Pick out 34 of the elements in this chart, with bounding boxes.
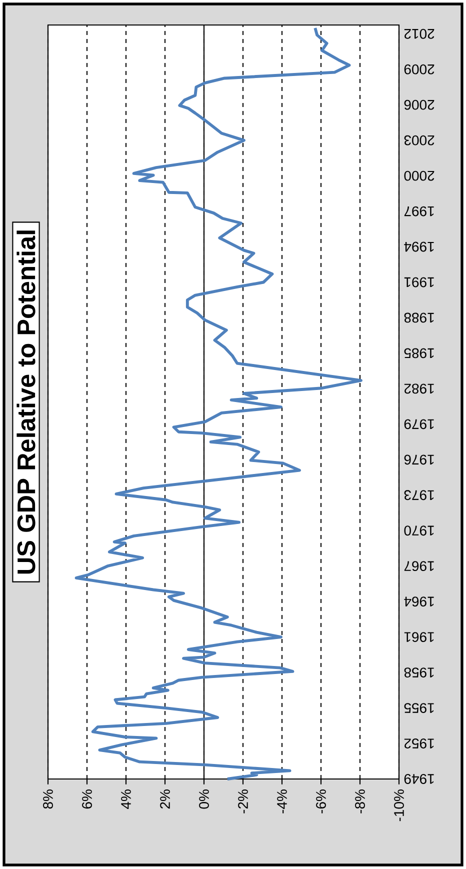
x-tick-label: -4% <box>277 790 287 814</box>
y-tick-label: 1988 <box>404 312 434 323</box>
y-tick-label: 1964 <box>404 596 434 607</box>
y-tick-label: 1952 <box>404 738 434 748</box>
y-tick-label: 1970 <box>404 526 434 536</box>
y-tick-label: 1958 <box>404 668 434 678</box>
y-tick-label: 2012 <box>404 28 434 39</box>
y-tick-label: 2000 <box>404 170 434 181</box>
y-tick-label: 1982 <box>404 384 434 394</box>
x-tick-label: -8% <box>355 790 365 814</box>
x-tick-label: 8% <box>43 790 53 809</box>
x-tick-label: 6% <box>82 790 92 809</box>
y-tick-label: 1973 <box>404 490 434 500</box>
y-tick-label: 1979 <box>404 419 434 430</box>
y-tick-label: 1991 <box>404 277 434 288</box>
line-series <box>74 26 362 780</box>
x-tick-label: -2% <box>238 790 248 814</box>
y-tick-label: 2003 <box>404 135 434 146</box>
y-tick-label: 2006 <box>404 100 434 110</box>
x-tick-label: -10% <box>394 790 404 822</box>
y-tick-label: 1994 <box>404 242 434 252</box>
y-tick-label: 1985 <box>404 348 434 358</box>
y-tick-label: 1976 <box>404 454 434 465</box>
y-tick-label: 1967 <box>404 561 434 572</box>
x-tick-label: 0% <box>199 790 209 809</box>
y-tick-label: 1997 <box>404 206 434 216</box>
text: US GDP Relative to Potential <box>16 230 36 574</box>
y-tick-label: 1949 <box>404 774 434 784</box>
y-tick-label: 1955 <box>404 703 434 713</box>
y-tick-label: 1961 <box>404 632 434 642</box>
x-tick-label: 2% <box>160 790 170 809</box>
x-tick-label: -6% <box>316 790 326 814</box>
y-tick-label: 2009 <box>404 64 434 74</box>
x-tick-label: 4% <box>121 790 131 809</box>
